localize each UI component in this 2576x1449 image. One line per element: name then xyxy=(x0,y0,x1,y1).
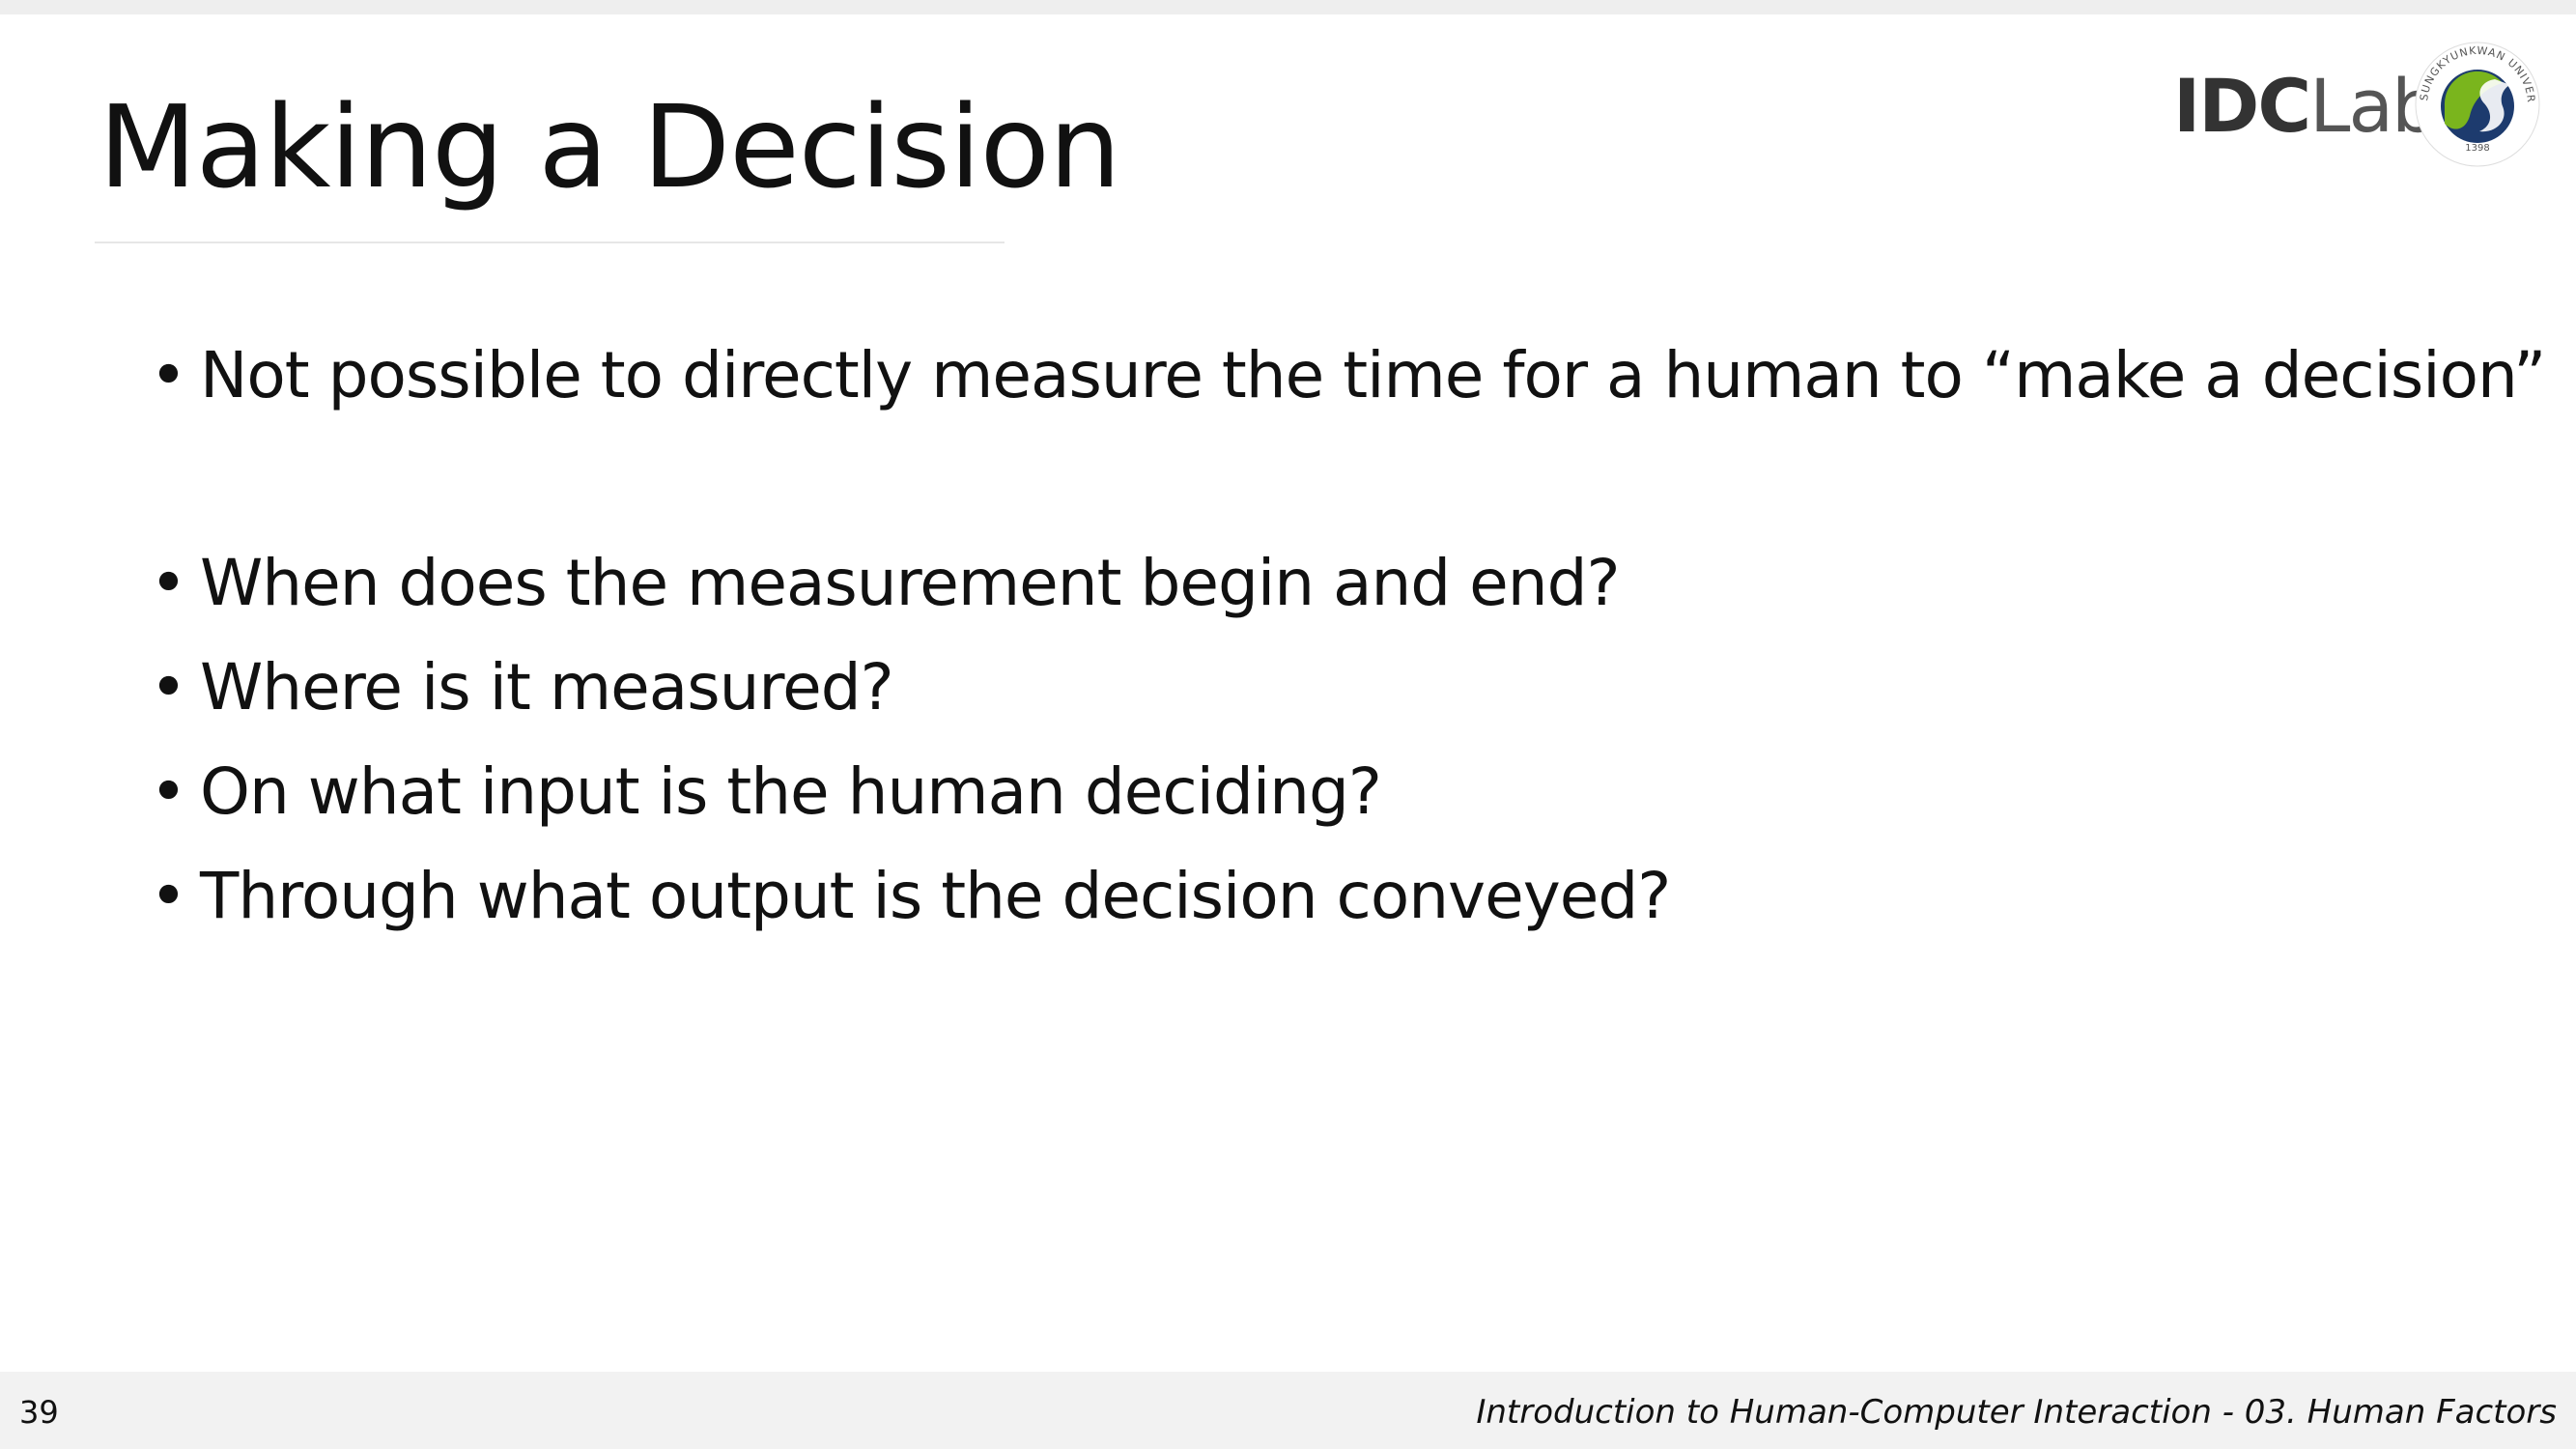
idclab-logo: IDCLab xyxy=(2173,60,2438,153)
bullet-item: Where is it measured? xyxy=(150,636,2526,740)
page-number: 39 xyxy=(19,1394,59,1431)
university-seal-logo: SUNGKYUNKWAN UNIVERSITY 1398 xyxy=(2410,37,2540,167)
slide-title: Making a Decision xyxy=(99,80,1121,213)
top-strip xyxy=(0,0,2576,14)
bullet-item: On what input is the human deciding? xyxy=(150,740,2526,844)
seal-year: 1398 xyxy=(2465,143,2489,154)
bullet-list: Not possible to directly measure the tim… xyxy=(150,324,2546,949)
logo-text-idc: IDC xyxy=(2173,63,2311,149)
title-underline xyxy=(95,242,1005,243)
bullet-item: Not possible to directly measure the tim… xyxy=(150,324,2546,428)
footer-caption: Introduction to Human-Computer Interacti… xyxy=(1476,1393,2557,1432)
bullet-item: Through what output is the decision conv… xyxy=(150,844,2526,949)
footer-bar: 39 Introduction to Human-Computer Intera… xyxy=(0,1372,2576,1449)
bullet-item: When does the measurement begin and end? xyxy=(150,531,2526,636)
